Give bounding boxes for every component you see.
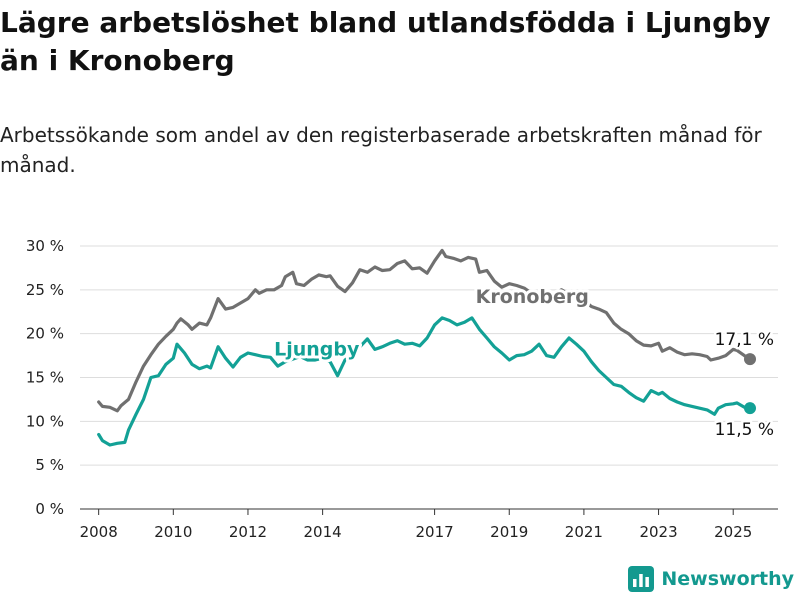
x-tick-label: 2008 — [80, 523, 118, 541]
brand-name: Newsworthy — [661, 568, 794, 590]
series-lines — [97, 248, 757, 447]
x-tick-label: 2019 — [490, 523, 528, 541]
y-axis-ticks: 0 % 5 % 10 % 15 % 20 % 25 % 30 % — [26, 237, 64, 518]
x-tick-label: 2021 — [565, 523, 603, 541]
x-tick-label: 2014 — [304, 523, 342, 541]
grid-lines — [80, 245, 778, 510]
x-tick-label: 2017 — [416, 523, 454, 541]
series-label-kronoberg: Kronoberg — [476, 286, 589, 308]
y-tick-label: 20 % — [26, 325, 64, 343]
chart-subtitle: Arbetssökande som andel av den registerb… — [0, 123, 762, 177]
chart-title: Lägre arbetslöshet bland utlandsfödda i … — [0, 6, 771, 77]
series-labels: Kronoberg Ljungby 17,1 % 11,5 % — [271, 283, 776, 443]
y-tick-label: 25 % — [26, 281, 64, 299]
y-tick-label: 30 % — [26, 237, 64, 255]
y-tick-label: 15 % — [26, 369, 64, 387]
bar-chart-icon — [628, 566, 655, 592]
x-tick-label: 2012 — [229, 523, 267, 541]
brand-logo: Newsworthy — [627, 564, 794, 594]
end-label-ljungby: 11,5 % — [715, 420, 774, 440]
series-end-point-ljungby — [744, 402, 757, 415]
x-tick-label: 2023 — [639, 523, 677, 541]
series-line-kronoberg — [97, 248, 752, 413]
y-tick-label: 0 % — [35, 500, 64, 518]
series-line-ljungby — [97, 316, 752, 447]
y-tick-label: 10 % — [26, 412, 64, 430]
x-tick-label: 2025 — [714, 523, 752, 541]
y-tick-label: 5 % — [35, 456, 64, 474]
x-tick-label: 2010 — [154, 523, 192, 541]
end-label-kronoberg: 17,1 % — [715, 330, 774, 350]
series-label-ljungby: Ljungby — [274, 339, 360, 361]
x-axis: 2008 2010 2012 2014 2017 2019 2021 2023 2025 — [80, 509, 752, 541]
series-end-point-kronoberg — [744, 353, 757, 366]
